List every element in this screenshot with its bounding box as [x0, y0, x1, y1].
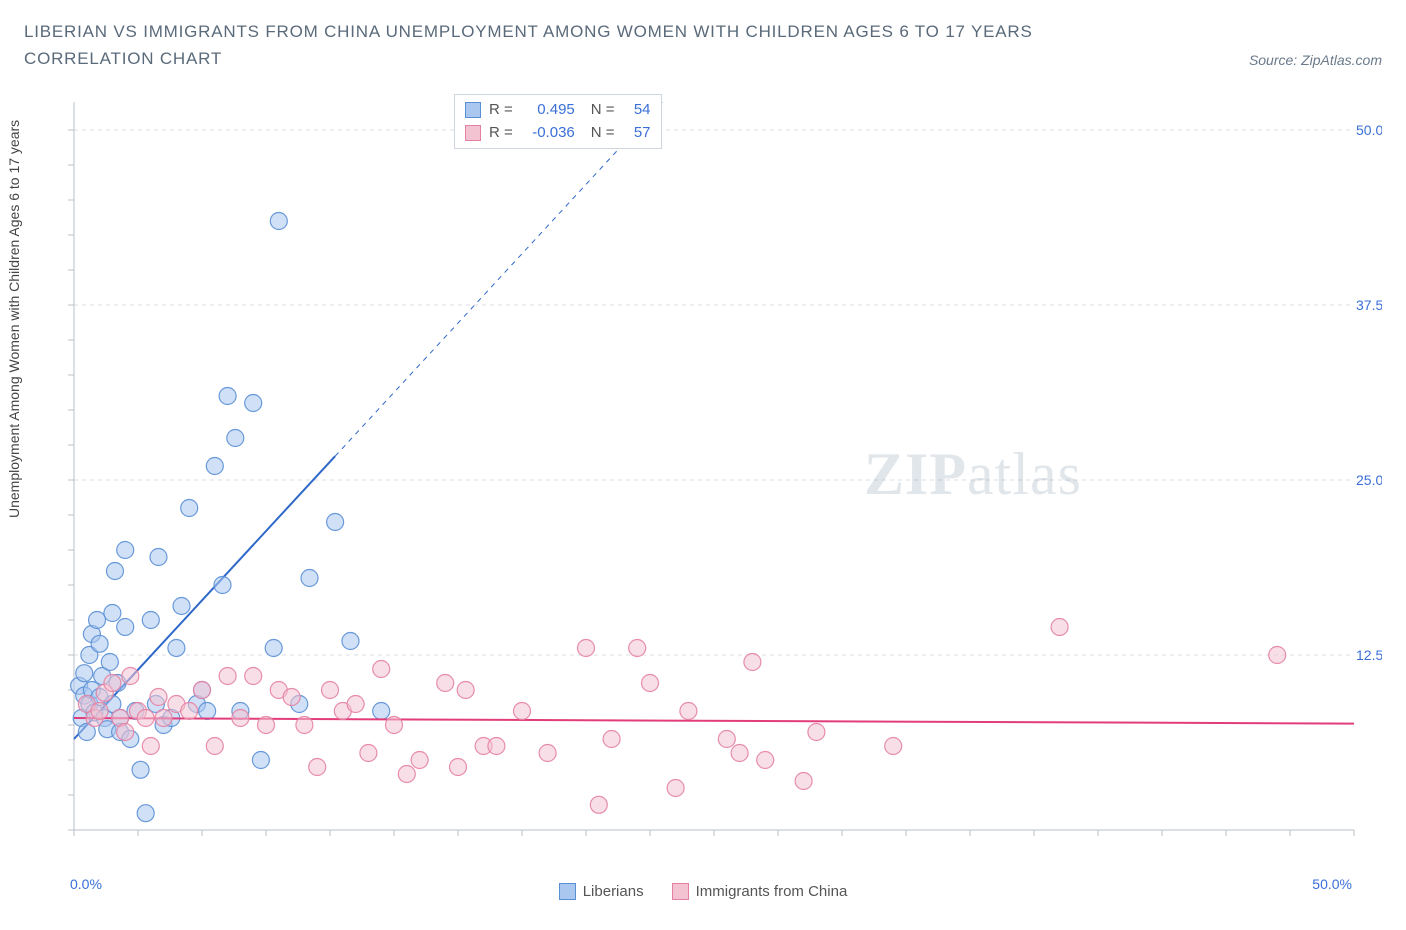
legend-label: Immigrants from China: [696, 883, 848, 900]
series-swatch: [465, 125, 481, 141]
legend-swatch: [672, 883, 689, 900]
stats-row: R = 0.495 N = 54: [465, 99, 651, 122]
n-label: N =: [591, 122, 615, 145]
y-axis-label: Unemployment Among Women with Children A…: [6, 120, 22, 518]
stats-row: R = -0.036 N = 57: [465, 122, 651, 145]
legend-label: Liberians: [583, 883, 644, 900]
legend-item: Liberians: [559, 883, 644, 900]
series-swatch: [465, 102, 481, 118]
r-label: R =: [489, 99, 513, 122]
r-label: R =: [489, 122, 513, 145]
source-label: Source: ZipAtlas.com: [1249, 52, 1382, 68]
legend-item: Immigrants from China: [672, 883, 848, 900]
stats-legend: R = 0.495 N = 54 R = -0.036 N = 57: [454, 94, 662, 149]
chart-area: Unemployment Among Women with Children A…: [24, 90, 1382, 920]
r-value: 0.495: [521, 99, 575, 122]
chart-title: LIBERIAN VS IMMIGRANTS FROM CHINA UNEMPL…: [24, 18, 1124, 72]
legend-swatch: [559, 883, 576, 900]
svg-text:12.5%: 12.5%: [1356, 647, 1382, 663]
n-value: 54: [623, 99, 651, 122]
n-value: 57: [623, 122, 651, 145]
svg-text:25.0%: 25.0%: [1356, 472, 1382, 488]
svg-text:50.0%: 50.0%: [1356, 122, 1382, 138]
scatter-chart: 12.5% 25.0% 37.5% 50.0%: [24, 90, 1382, 880]
r-value: -0.036: [521, 122, 575, 145]
series-legend: Liberians Immigrants from China: [24, 883, 1382, 900]
svg-text:37.5%: 37.5%: [1356, 297, 1382, 313]
n-label: N =: [591, 99, 615, 122]
